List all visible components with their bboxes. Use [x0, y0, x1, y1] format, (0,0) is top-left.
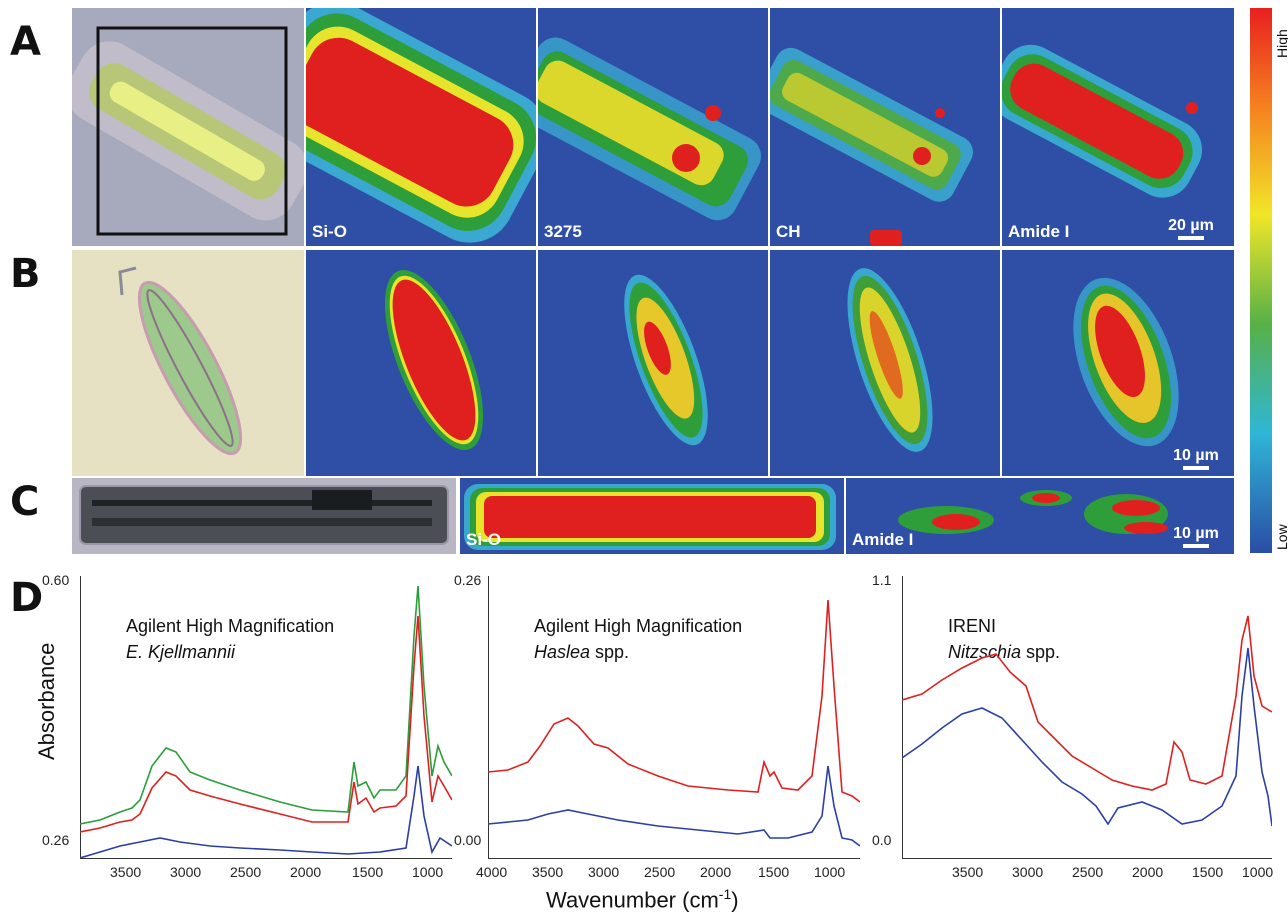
- ymin-label-1: 0.26: [42, 832, 70, 848]
- spectrum-panel-1: 0.60 0.26 Agilent High Magnification E. …: [42, 572, 452, 880]
- map-label-c-sio: Si-O: [466, 530, 501, 549]
- scale-label-b: 10 µm: [1173, 447, 1219, 464]
- ymin-label-2: 0.00: [454, 832, 482, 848]
- xtick-1-0: 3500: [110, 864, 142, 880]
- row-label-b: B: [10, 251, 41, 297]
- micrograph-c: [72, 478, 456, 554]
- scale-label-a: 20 µm: [1168, 217, 1214, 234]
- xtick-2-5: 1500: [758, 864, 790, 880]
- xtick-3-4: 1500: [1192, 864, 1224, 880]
- ymax-label-2: 0.26: [454, 572, 482, 588]
- map-c-sio: Si-O: [460, 478, 844, 554]
- micrograph-a: [72, 8, 304, 246]
- xtick-3-0: 3500: [952, 864, 984, 880]
- map-a-sio: Si-O: [306, 8, 536, 246]
- map-label-a-amide: Amide I: [1008, 222, 1070, 241]
- scale-bar-c: 10 µm: [1166, 525, 1226, 548]
- spectrum-title-2: Agilent High Magnification: [534, 616, 743, 636]
- spectrum-panel-2: 0.26 0.00 Agilent High Magnification Has…: [454, 572, 860, 880]
- map-label-a-3275: 3275: [544, 222, 582, 241]
- xtick-3-3: 2000: [1132, 864, 1164, 880]
- map-b-4: 10 µm: [1002, 250, 1234, 476]
- spectrum-subtitle-3: Nitzschia spp.: [948, 642, 1061, 662]
- xtick-1-2: 2500: [230, 864, 262, 880]
- map-label-c-amide: Amide I: [852, 530, 914, 549]
- xtick-2-2: 3000: [588, 864, 620, 880]
- colorbar: [1250, 8, 1272, 553]
- row-label-a: A: [10, 19, 41, 65]
- map-b-1: [306, 250, 536, 476]
- colorbar-high-label: High: [1274, 29, 1288, 58]
- map-a-amide: Amide I 20 µm: [1002, 8, 1234, 246]
- xtick-2-4: 2000: [700, 864, 732, 880]
- spectrum-title-3: IRENI: [948, 616, 997, 636]
- map-b-2: [538, 250, 768, 476]
- xtick-2-0: 4000: [476, 864, 508, 880]
- xtick-3-2: 2500: [1072, 864, 1104, 880]
- ymin-label-3: 0.0: [872, 832, 892, 848]
- scale-label-c: 10 µm: [1173, 525, 1219, 542]
- spectrum-subtitle-1: E. Kjellmannii: [126, 642, 236, 662]
- scale-bar-a: 20 µm: [1156, 217, 1226, 240]
- spectrum-subtitle-2: Haslea spp.: [534, 642, 630, 662]
- row-label-c: C: [10, 479, 40, 525]
- y-axis-label: Absorbance: [34, 642, 59, 760]
- xtick-2-3: 2500: [644, 864, 676, 880]
- spectrum-panel-3: 1.1 0.0 IRENI Nitzschia spp. 3500 3000 2…: [872, 572, 1273, 880]
- colorbar-low-label: Low: [1274, 524, 1288, 550]
- xtick-1-1: 3000: [170, 864, 202, 880]
- map-a-3275: 3275: [538, 8, 768, 246]
- map-b-3: [770, 250, 1000, 476]
- xtick-2-6: 1000: [814, 864, 846, 880]
- map-c-amide: Amide I 10 µm: [846, 478, 1234, 554]
- xtick-3-5: 1000: [1242, 864, 1274, 880]
- ymax-label-3: 1.1: [872, 572, 892, 588]
- xtick-3-1: 3000: [1012, 864, 1044, 880]
- xtick-1-5: 1000: [412, 864, 444, 880]
- map-label-a-ch: CH: [776, 222, 801, 241]
- scale-bar-b: 10 µm: [1166, 447, 1226, 470]
- xtick-1-4: 1500: [352, 864, 384, 880]
- micrograph-b: [72, 250, 304, 476]
- spectrum-title-1: Agilent High Magnification: [126, 616, 335, 636]
- ymax-label-1: 0.60: [42, 572, 70, 588]
- map-label-a-sio: Si-O: [312, 222, 347, 241]
- xtick-2-1: 3500: [532, 864, 564, 880]
- row-label-d: D: [10, 575, 44, 621]
- x-axis-label: Wavenumber (cm-1): [546, 886, 739, 913]
- map-a-ch: CH: [770, 8, 1000, 246]
- xtick-1-3: 2000: [290, 864, 322, 880]
